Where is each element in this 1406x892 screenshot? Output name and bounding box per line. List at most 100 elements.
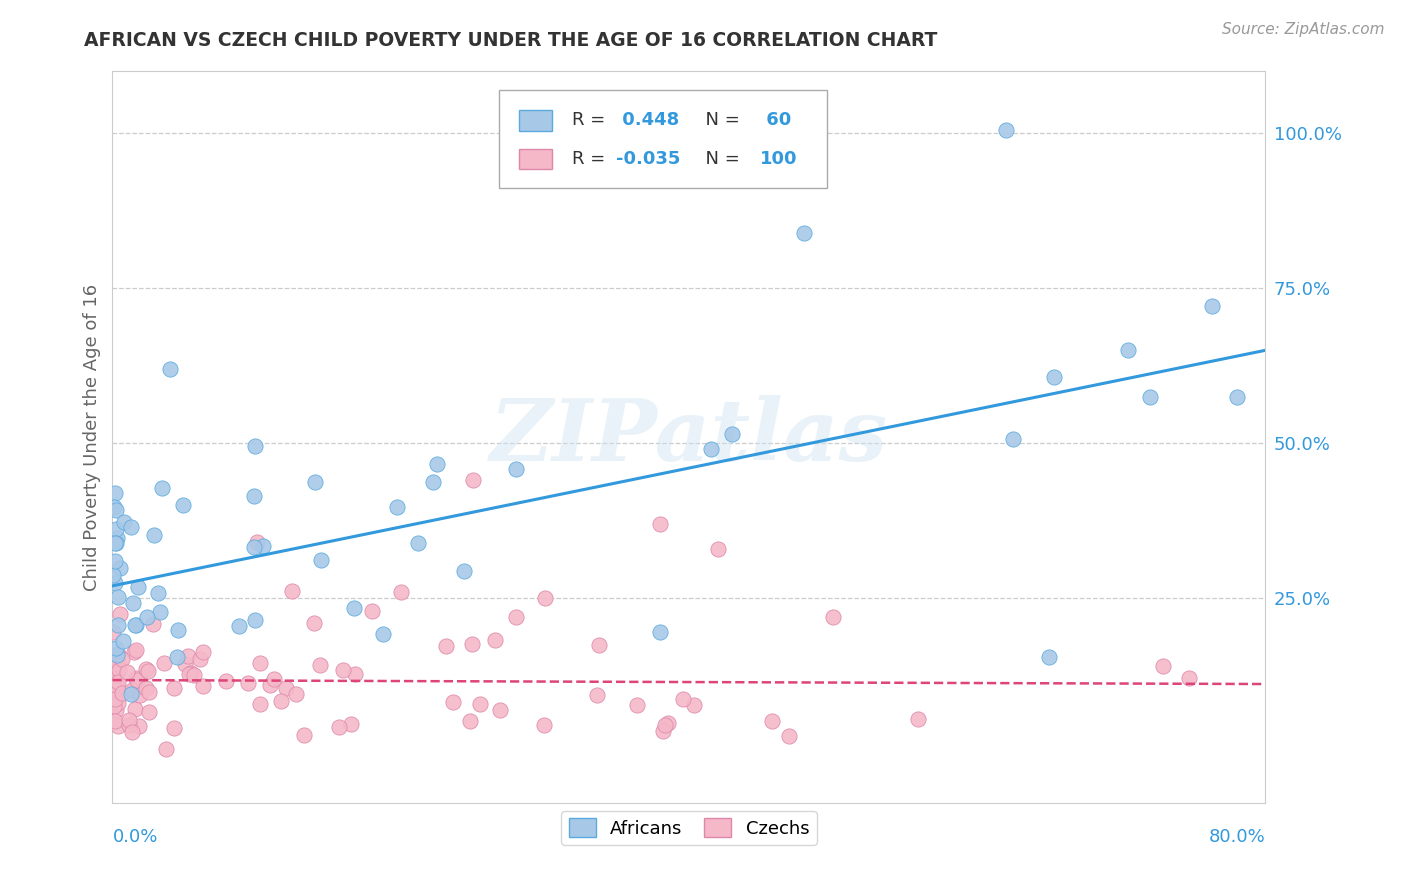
Point [389,585,412,599]
Point [107,648,129,662]
Point [252,539,274,553]
Point [104,678,127,692]
Text: R =: R = [572,112,612,129]
Point [460,637,482,651]
Text: Source: ZipAtlas.com: Source: ZipAtlas.com [1222,22,1385,37]
Point [426,458,449,472]
Point [120,520,142,534]
Point [104,675,127,690]
Point [125,671,148,685]
FancyBboxPatch shape [499,90,827,188]
Point [652,724,675,739]
Point [138,706,160,720]
Point [180,666,202,681]
Text: N =: N = [693,112,745,129]
Point [441,695,464,709]
Point [907,712,929,726]
Legend: Africans, Czechs: Africans, Czechs [561,811,817,845]
Point [112,516,135,530]
Point [245,613,267,627]
Point [408,535,430,549]
Point [135,662,157,676]
Point [821,610,844,624]
Point [125,643,148,657]
Text: 0.448: 0.448 [616,112,679,129]
Point [246,535,269,549]
Point [387,500,409,514]
Point [699,442,721,457]
Point [461,474,484,488]
Point [434,639,457,653]
Point [215,674,238,689]
Point [103,714,125,728]
Point [107,618,129,632]
Point [121,724,143,739]
Point [505,461,527,475]
Point [263,672,285,686]
Point [228,619,250,633]
Text: R =: R = [572,150,612,168]
Point [1116,343,1139,357]
Point [122,682,145,697]
Point [1038,650,1060,665]
Point [328,720,350,734]
Point [1152,658,1174,673]
Point [105,522,128,536]
Point [489,703,512,717]
Point [308,657,330,672]
Point [650,625,672,640]
Point [243,440,266,454]
Point [124,618,146,632]
Point [107,719,129,733]
Point [127,673,149,687]
Point [138,664,160,678]
Point [104,692,127,706]
Point [127,580,149,594]
Point [626,698,648,713]
Point [124,702,146,716]
Point [103,681,125,696]
Point [586,688,609,702]
Point [243,540,266,554]
Point [274,681,297,695]
Point [1178,671,1201,685]
Point [188,652,211,666]
Point [177,666,200,681]
Point [122,596,145,610]
Point [458,714,481,728]
Point [104,553,127,567]
Point [150,481,173,495]
Point [683,698,706,712]
Point [128,689,150,703]
Point [1226,390,1249,404]
Point [148,586,170,600]
Text: 80.0%: 80.0% [1209,828,1265,846]
Point [793,226,815,240]
FancyBboxPatch shape [519,110,551,130]
Point [135,610,157,624]
Point [453,564,475,578]
Point [650,516,672,531]
Point [103,486,125,500]
Point [304,475,326,489]
Point [236,675,259,690]
Point [311,553,333,567]
Point [534,591,557,606]
Point [101,624,124,639]
Point [107,647,129,661]
Point [108,561,131,575]
Point [104,683,127,698]
Point [1002,432,1025,446]
Point [104,641,127,656]
Point [995,123,1018,137]
Text: -0.035: -0.035 [616,150,681,168]
Point [124,618,146,632]
Point [177,649,200,664]
Point [657,716,679,731]
Point [115,665,138,679]
Point [191,645,214,659]
Point [143,527,166,541]
Y-axis label: Child Poverty Under the Age of 16: Child Poverty Under the Age of 16 [83,284,101,591]
Point [155,742,177,756]
Point [343,667,366,681]
